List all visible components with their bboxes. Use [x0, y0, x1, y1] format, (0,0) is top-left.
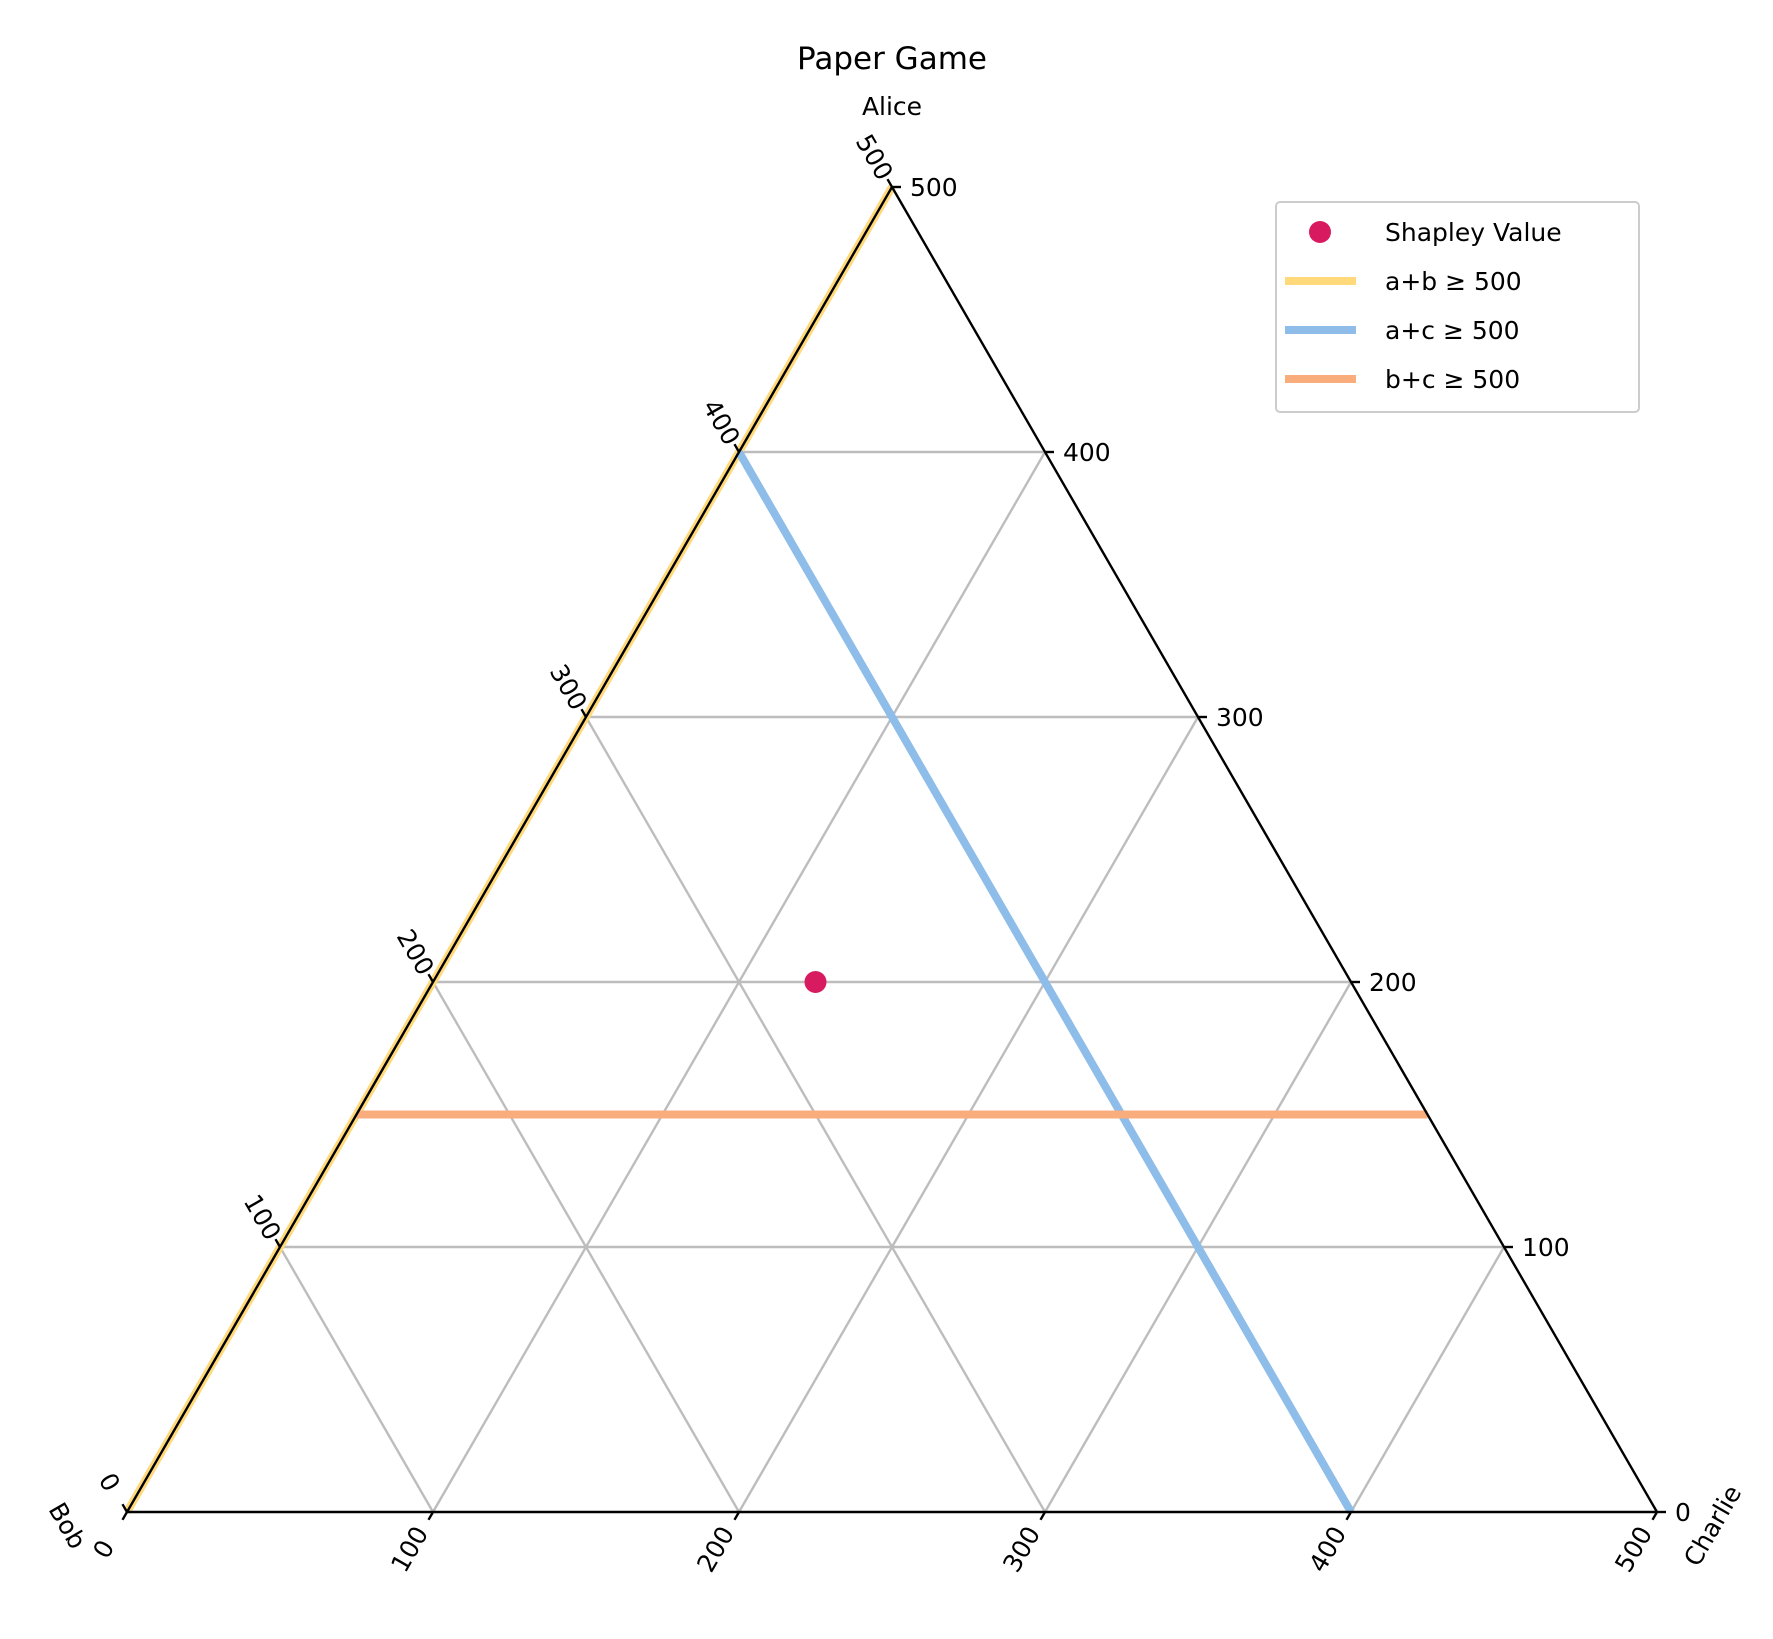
- legend: Shapley Value a+b ≥ 500 a+c ≥ 500 b+c ≥ 500: [1275, 201, 1640, 413]
- tick-label-bottom-500: 500: [1609, 1521, 1658, 1577]
- tick-mark-bottom-500: [1651, 1511, 1659, 1521]
- left-axis-label: Bob: [43, 1498, 92, 1554]
- grid-lines: [278, 450, 1506, 1513]
- tick-label-bottom-400: 400: [1303, 1521, 1352, 1577]
- tick-mark-left-0: [121, 1503, 129, 1513]
- grid-line-bob-300: [431, 981, 741, 1513]
- tick-label-left-400: 400: [697, 394, 746, 450]
- constraint-line-2: [735, 449, 1355, 1515]
- tick-label-bottom-300: 300: [997, 1521, 1046, 1577]
- tick-label-right-300: 300: [1216, 703, 1264, 732]
- tick-mark-left-200: [427, 973, 435, 983]
- tick-label-left-200: 200: [391, 924, 440, 980]
- top-axis-label: Alice: [862, 92, 922, 121]
- tick-label-right-400: 400: [1063, 438, 1111, 467]
- tick-label-right-100: 100: [1522, 1233, 1570, 1262]
- tick-label-left-100: 100: [238, 1189, 287, 1245]
- tick-mark-left-300: [580, 708, 588, 718]
- legend-label-0: Shapley Value: [1385, 218, 1562, 247]
- tick-mark-bottom-0: [121, 1511, 129, 1521]
- tick-label-right-500: 500: [910, 173, 958, 202]
- chart-title: Paper Game: [797, 41, 987, 77]
- legend-label-3: b+c ≥ 500: [1385, 365, 1520, 394]
- tick-label-left-0: 0: [93, 1468, 126, 1496]
- legend-label-2: a+c ≥ 500: [1385, 316, 1520, 345]
- tick-mark-bottom-200: [733, 1511, 741, 1521]
- frame-edge-left: [125, 186, 894, 1513]
- tick-label-right-0: 0: [1675, 1498, 1691, 1527]
- tick-mark-bottom-300: [1039, 1511, 1047, 1521]
- tick-mark-bottom-400: [1345, 1511, 1353, 1521]
- tick-label-right-200: 200: [1369, 968, 1417, 997]
- shapley-value-point: [804, 971, 827, 993]
- tick-label-left-500: 500: [850, 129, 899, 185]
- grid-line-charlie-400: [1349, 1246, 1506, 1513]
- tick-mark-left-500: [886, 178, 894, 188]
- tick-mark-left-400: [733, 443, 741, 453]
- tick-mark-bottom-100: [427, 1511, 435, 1521]
- legend-box: [1275, 201, 1640, 413]
- tick-mark-left-100: [274, 1238, 282, 1248]
- tick-label-left-300: 300: [544, 659, 593, 715]
- points: [804, 971, 827, 993]
- tick-label-bottom-200: 200: [691, 1521, 740, 1577]
- legend-label-1: a+b ≥ 500: [1385, 267, 1522, 296]
- legend-marker-shapley: [1309, 221, 1331, 243]
- tick-label-bottom-100: 100: [385, 1521, 434, 1577]
- grid-line-bob-400: [278, 1246, 435, 1513]
- frame-edge-right: [890, 186, 1659, 1513]
- triangle-frame: [125, 186, 1659, 1514]
